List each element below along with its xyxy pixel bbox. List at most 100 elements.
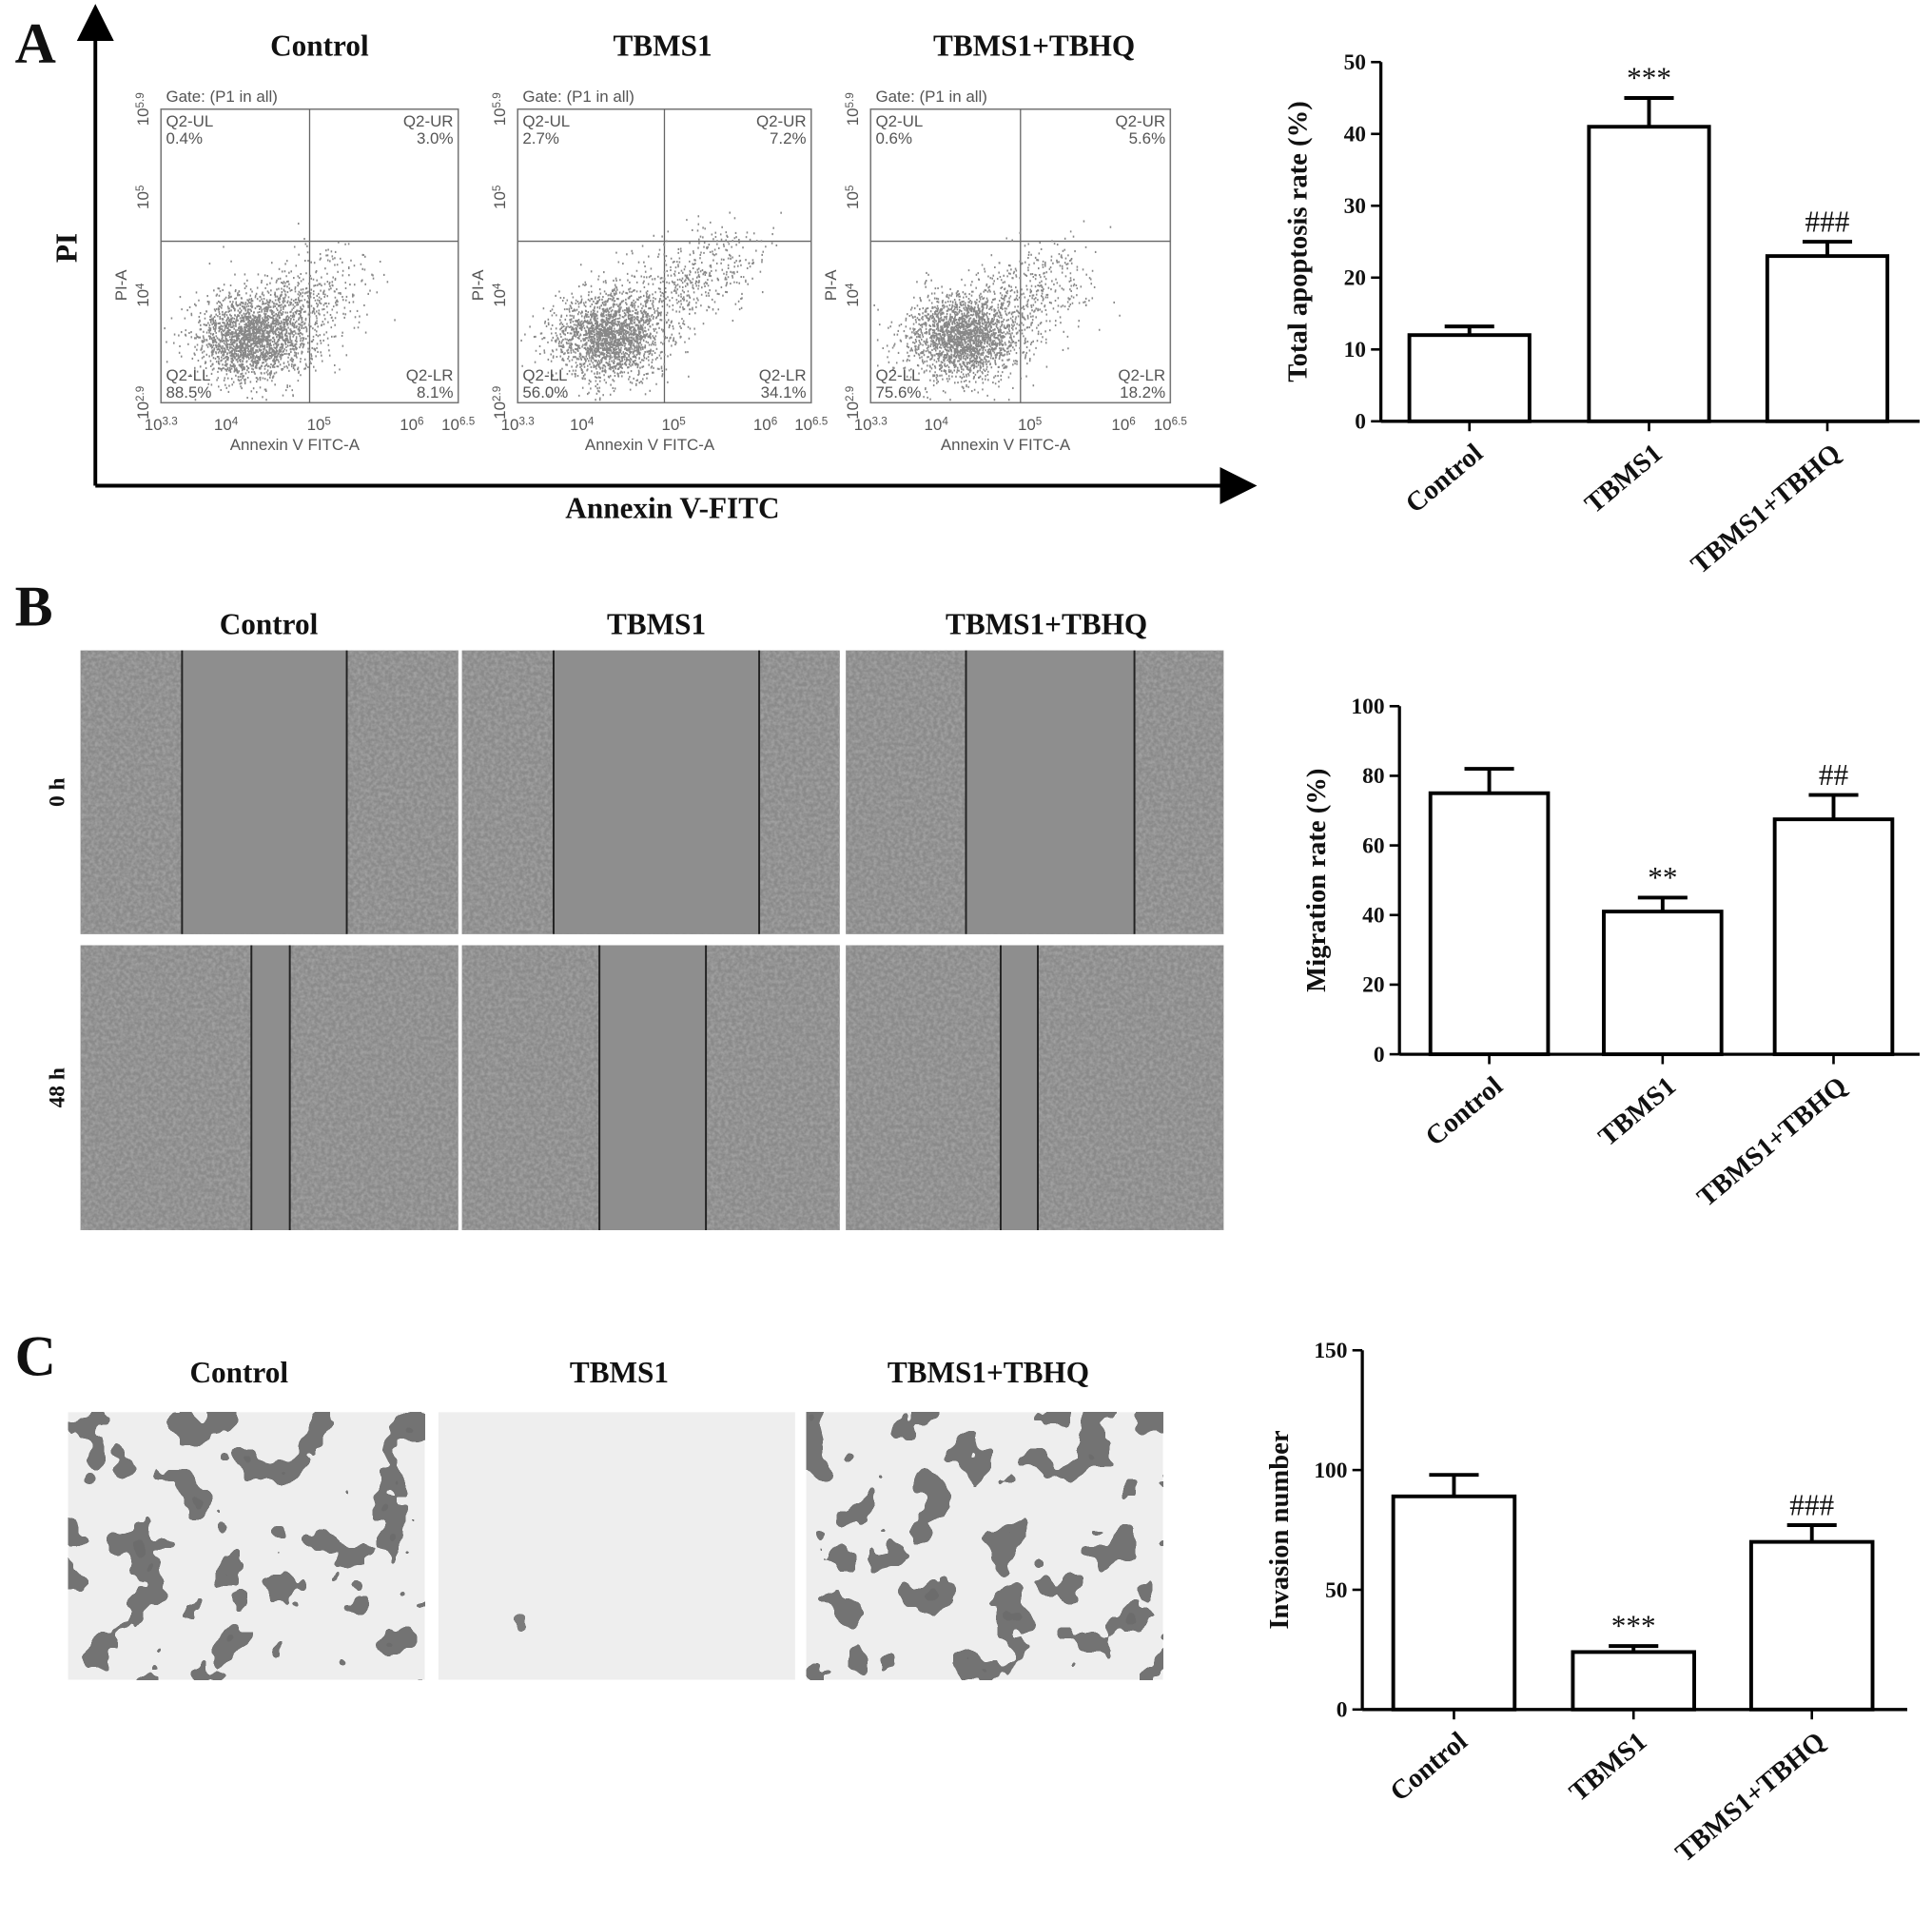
x-tick-label: 106 [400, 416, 423, 434]
y-tick-label: 105.9 [491, 92, 509, 126]
bar [1602, 910, 1724, 1057]
x-tick-label: 104 [570, 416, 595, 434]
y-tick-label: 105.9 [844, 92, 862, 126]
x-tick-label: 105 [661, 416, 686, 434]
tick-exponent: 6.5 [459, 416, 476, 428]
quadrant-name: Q2-LL [522, 366, 567, 384]
x-tick-label: TBMS1 [1592, 1070, 1682, 1152]
tick-base: 10 [1111, 416, 1129, 434]
significance-label: ## [1819, 758, 1849, 792]
bar [1587, 125, 1711, 423]
tick-base: 10 [134, 108, 152, 126]
tick-base: 10 [753, 416, 771, 434]
column-title: TBMS1+TBHQ [888, 1356, 1089, 1389]
tick-exponent: 4 [588, 416, 595, 428]
tick-base: 10 [570, 416, 588, 434]
tick-exponent: 5 [324, 416, 331, 428]
tick-base: 10 [441, 416, 459, 434]
quadrant-value: 75.6% [875, 383, 921, 401]
column-title: Control [220, 608, 319, 641]
scratch-gap [182, 650, 347, 934]
y-tick-label: 80 [1362, 764, 1384, 789]
stain-texture [68, 1412, 425, 1680]
row-label: 48 h [46, 1067, 70, 1107]
tick-exponent: 4 [134, 283, 146, 289]
quadrant-value: 88.5% [166, 383, 211, 401]
error-bar [1808, 793, 1859, 820]
bar [1748, 1539, 1875, 1712]
error-bar [1464, 767, 1514, 793]
tick-exponent: 5 [491, 185, 503, 191]
y-tick-label: 50 [1344, 50, 1366, 75]
significance-label: *** [1611, 1610, 1656, 1643]
bar [1407, 333, 1532, 423]
tick-base: 10 [844, 191, 862, 209]
tick-base: 10 [491, 191, 509, 209]
quadrant-value: 3.0% [417, 129, 454, 147]
tick-exponent: 5.9 [844, 92, 856, 108]
plot-x-label: Annexin V FITC-A [585, 436, 715, 454]
plot-y-label: PI-A [469, 269, 487, 302]
tick-exponent: 6.5 [1172, 416, 1188, 428]
gate-label: Gate: (P1 in all) [166, 88, 277, 106]
quadrant-name: Q2-UL [875, 112, 923, 130]
tick-exponent: 6 [418, 416, 424, 428]
tick-exponent: 5 [1036, 416, 1043, 428]
tick-exponent: 3.3 [163, 416, 178, 428]
x-tick-label: 106 [1111, 416, 1135, 434]
x-tick-label: 103.3 [501, 416, 535, 434]
y-tick-label: 105 [844, 185, 862, 209]
x-tick-label: TBMS1+TBHQ [1686, 438, 1847, 580]
tick-base: 10 [400, 416, 418, 434]
significance-label: ### [1789, 1489, 1834, 1522]
y-tick-label: 104 [844, 283, 862, 307]
y-tick-label: 104 [134, 283, 152, 307]
plot-y-label: PI-A [112, 269, 130, 302]
plot-x-label: Annexin V FITC-A [941, 436, 1071, 454]
scratch-gap [553, 650, 760, 934]
tick-exponent: 6.5 [812, 416, 829, 428]
tick-base: 10 [844, 108, 862, 126]
quadrant-name: Q2-LL [875, 366, 920, 384]
y-tick-label: 150 [1314, 1339, 1347, 1363]
tick-base: 10 [794, 416, 812, 434]
tick-exponent: 2.9 [491, 386, 503, 401]
y-tick-label: 102.9 [491, 386, 509, 420]
y-axis-label: Migration rate (%) [1301, 769, 1332, 992]
tick-base: 10 [844, 289, 862, 307]
quadrant-value: 2.7% [522, 129, 559, 147]
axis-label: PI [50, 233, 84, 263]
quadrant-value: 0.6% [875, 129, 912, 147]
tick-base: 10 [134, 401, 152, 420]
tick-exponent: 4 [942, 416, 948, 428]
tick-exponent: 5.9 [491, 92, 503, 108]
tick-exponent: 4 [232, 416, 239, 428]
x-tick-label: Control [1384, 1726, 1473, 1808]
bar [1772, 817, 1895, 1057]
tick-base: 10 [134, 289, 152, 307]
plot-y-label: PI-A [822, 269, 840, 302]
y-tick-label: 104 [491, 283, 509, 307]
quadrant-value: 7.2% [770, 129, 807, 147]
y-tick-label: 20 [1344, 266, 1366, 291]
tick-base: 10 [844, 401, 862, 420]
tick-base: 10 [214, 416, 232, 434]
bar [1428, 791, 1551, 1057]
tick-base: 10 [501, 416, 519, 434]
x-tick-label: 105 [1018, 416, 1043, 434]
y-tick-label: 30 [1344, 194, 1366, 219]
panel-label: C [15, 1324, 56, 1387]
tick-exponent: 4 [844, 283, 856, 289]
significance-label: ** [1648, 861, 1677, 894]
quadrant-name: Q2-UR [403, 112, 454, 130]
tick-base: 10 [491, 289, 509, 307]
error-bar [1786, 1523, 1837, 1542]
y-tick-label: 40 [1344, 123, 1366, 147]
x-tick-label: 103.3 [145, 416, 178, 434]
quadrant-value: 56.0% [522, 383, 568, 401]
quadrant-name: Q2-UL [522, 112, 570, 130]
column-title: Control [189, 1356, 288, 1389]
y-tick-label: 10 [1344, 338, 1366, 362]
tick-exponent: 6 [771, 416, 778, 428]
column-title: TBMS1 [607, 608, 706, 641]
